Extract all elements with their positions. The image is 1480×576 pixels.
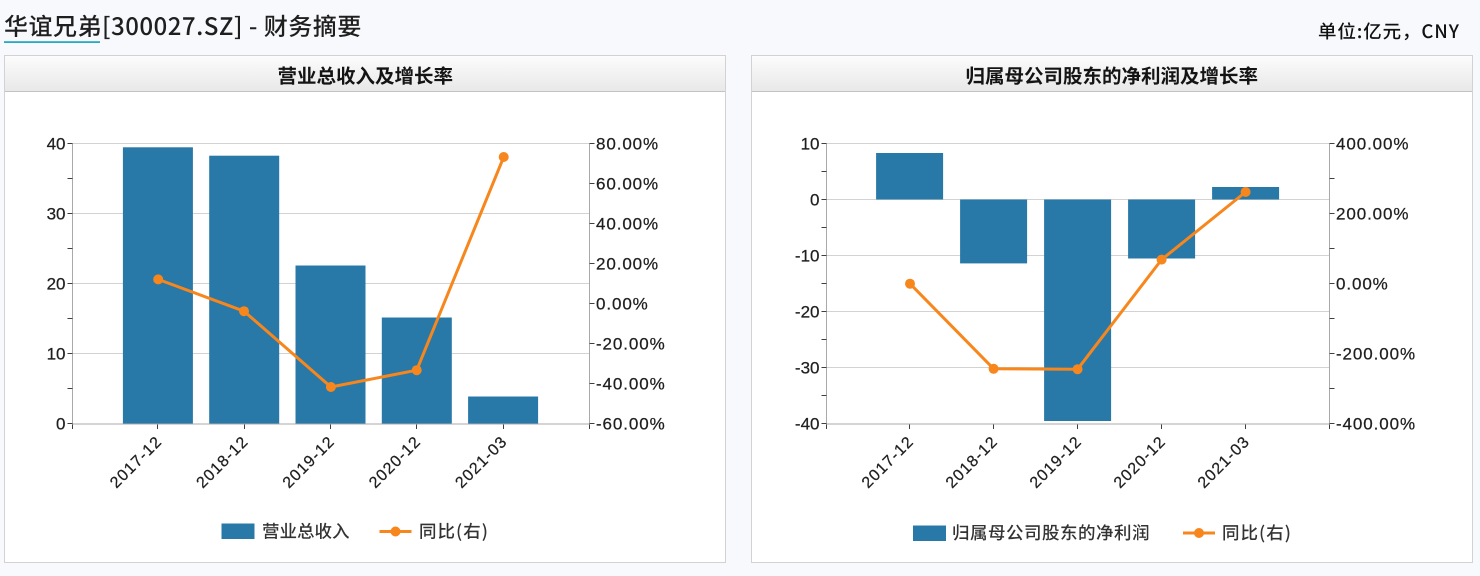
svg-text:-20: -20 (795, 303, 820, 322)
svg-text:400.00%: 400.00% (1336, 135, 1409, 154)
svg-text:20.00%: 20.00% (596, 255, 659, 274)
svg-text:10: 10 (47, 345, 66, 364)
svg-text:-40.00%: -40.00% (596, 375, 666, 394)
svg-text:0: 0 (56, 415, 65, 434)
svg-text:0.00%: 0.00% (1336, 275, 1389, 294)
svg-text:200.00%: 200.00% (1336, 205, 1409, 224)
svg-text:40.00%: 40.00% (596, 215, 659, 234)
svg-text:-40: -40 (795, 415, 820, 434)
svg-text:-30: -30 (795, 359, 820, 378)
svg-text:60.00%: 60.00% (596, 175, 659, 194)
svg-text:0: 0 (810, 191, 819, 210)
svg-text:40: 40 (47, 135, 66, 154)
svg-text:-20.00%: -20.00% (596, 335, 666, 354)
svg-text:0.00%: 0.00% (596, 295, 649, 314)
svg-text:10: 10 (801, 135, 820, 154)
svg-text:-200.00%: -200.00% (1336, 345, 1416, 364)
svg-text:-60.00%: -60.00% (596, 415, 666, 434)
svg-text:-10: -10 (795, 247, 820, 266)
svg-text:30: 30 (47, 205, 66, 224)
svg-text:-400.00%: -400.00% (1336, 415, 1416, 434)
svg-text:80.00%: 80.00% (596, 135, 659, 154)
svg-text:20: 20 (47, 275, 66, 294)
